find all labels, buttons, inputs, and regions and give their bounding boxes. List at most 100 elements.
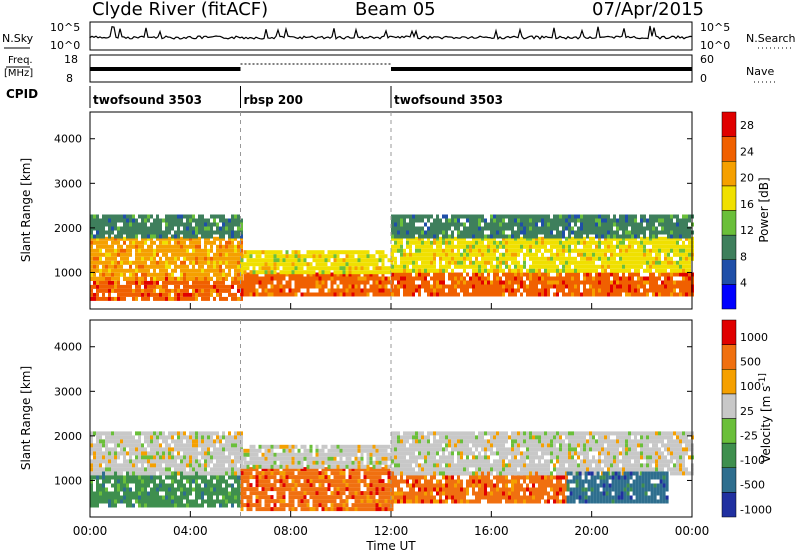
heatmap-cell [613, 222, 616, 227]
heatmap-cell [249, 467, 253, 472]
heatmap-cell [90, 230, 93, 235]
heatmap-cell [189, 435, 192, 440]
heatmap-cell [264, 479, 268, 484]
heatmap-cell [400, 230, 403, 235]
heatmap-cell [592, 276, 595, 281]
heatmap-cell [390, 503, 394, 508]
heatmap-cell [255, 464, 259, 469]
heatmap-cell [258, 250, 262, 255]
heatmap-cell [625, 268, 628, 273]
heatmap-cell [631, 218, 634, 223]
heatmap-cell [306, 452, 310, 457]
heatmap-cell [234, 491, 237, 496]
heatmap-cell [255, 467, 259, 472]
heatmap-cell [171, 475, 174, 480]
heatmap-cell [418, 284, 421, 289]
heatmap-cell [147, 479, 150, 484]
heatmap-cell [369, 495, 373, 500]
heatmap-cell [634, 240, 637, 245]
heatmap-cell [171, 487, 174, 492]
heatmap-cell [330, 276, 334, 281]
heatmap-cell [252, 272, 256, 277]
heatmap-cell [261, 250, 265, 255]
heatmap-cell [108, 272, 111, 277]
heatmap-cell [598, 284, 601, 289]
heatmap-cell [466, 226, 469, 231]
heatmap-cell [508, 226, 511, 231]
heatmap-cell [102, 499, 105, 504]
heatmap-cell [604, 292, 607, 297]
heatmap-cell [583, 236, 586, 241]
heatmap-cell [201, 439, 204, 444]
heatmap-cell [580, 226, 583, 231]
heatmap-cell [571, 256, 574, 261]
heatmap-cell [288, 448, 292, 453]
heatmap-cell [237, 491, 240, 496]
heatmap-cell [165, 495, 168, 500]
heatmap-cell [634, 272, 637, 277]
heatmap-cell [637, 284, 640, 289]
heatmap-cell [556, 252, 559, 257]
heatmap-cell [273, 254, 277, 259]
heatmap-cell [105, 264, 108, 269]
heatmap-cell [484, 218, 487, 223]
heatmap-cell [210, 471, 213, 476]
heatmap-cell [123, 272, 126, 277]
heatmap-cell [418, 268, 421, 273]
heatmap-cell [165, 435, 168, 440]
heatmap-cell [688, 252, 691, 257]
heatmap-cell [231, 471, 234, 476]
heatmap-cell [384, 292, 388, 297]
heatmap-cell [180, 264, 183, 269]
heatmap-cell [421, 226, 424, 231]
heatmap-cell [309, 272, 313, 277]
heatmap-cell [541, 260, 544, 265]
heatmap-cell [258, 475, 262, 480]
heatmap-cell [270, 467, 274, 472]
heatmap-cell [682, 272, 685, 277]
heatmap-cell [478, 248, 481, 253]
heatmap-cell [114, 447, 117, 452]
heatmap-cell [490, 234, 493, 239]
heatmap-cell [156, 487, 159, 492]
heatmap-cell [93, 248, 96, 253]
heatmap-cell [363, 250, 367, 255]
heatmap-cell [195, 296, 198, 301]
heatmap-cell [168, 292, 171, 297]
heatmap-cell [448, 292, 451, 297]
heatmap-cell [225, 244, 228, 249]
heatmap-cell [177, 447, 180, 452]
heatmap-cell [219, 296, 222, 301]
heatmap-cell [427, 280, 430, 285]
heatmap-cell [499, 218, 502, 223]
heatmap-cell [454, 222, 457, 227]
heatmap-cell [264, 270, 268, 275]
heatmap-cell [366, 491, 370, 496]
heatmap-cell [96, 268, 99, 273]
heatmap-cell [682, 222, 685, 227]
heatmap-cell [132, 268, 135, 273]
heatmap-cell [267, 266, 271, 271]
heatmap-cell [108, 222, 111, 227]
heatmap-cell [132, 435, 135, 440]
heatmap-cell [201, 471, 204, 476]
heatmap-cell [664, 236, 667, 241]
heatmap-cell [394, 226, 397, 231]
heatmap-cell [520, 244, 523, 249]
heatmap-cell [180, 495, 183, 500]
heatmap-cell [427, 248, 430, 253]
heatmap-cell [180, 260, 183, 265]
heatmap-cell [688, 218, 691, 223]
heatmap-cell [153, 240, 156, 245]
heatmap-cell [673, 252, 676, 257]
power-y-axis-label: Slant Range [km] [19, 158, 33, 262]
heatmap-cell [237, 284, 240, 289]
heatmap-cell [628, 256, 631, 261]
heatmap-cell [180, 503, 183, 508]
heatmap-cell [285, 483, 289, 488]
heatmap-cell [577, 268, 580, 273]
heatmap-cell [655, 292, 658, 297]
heatmap-cell [105, 487, 108, 492]
heatmap-cell [679, 268, 682, 273]
